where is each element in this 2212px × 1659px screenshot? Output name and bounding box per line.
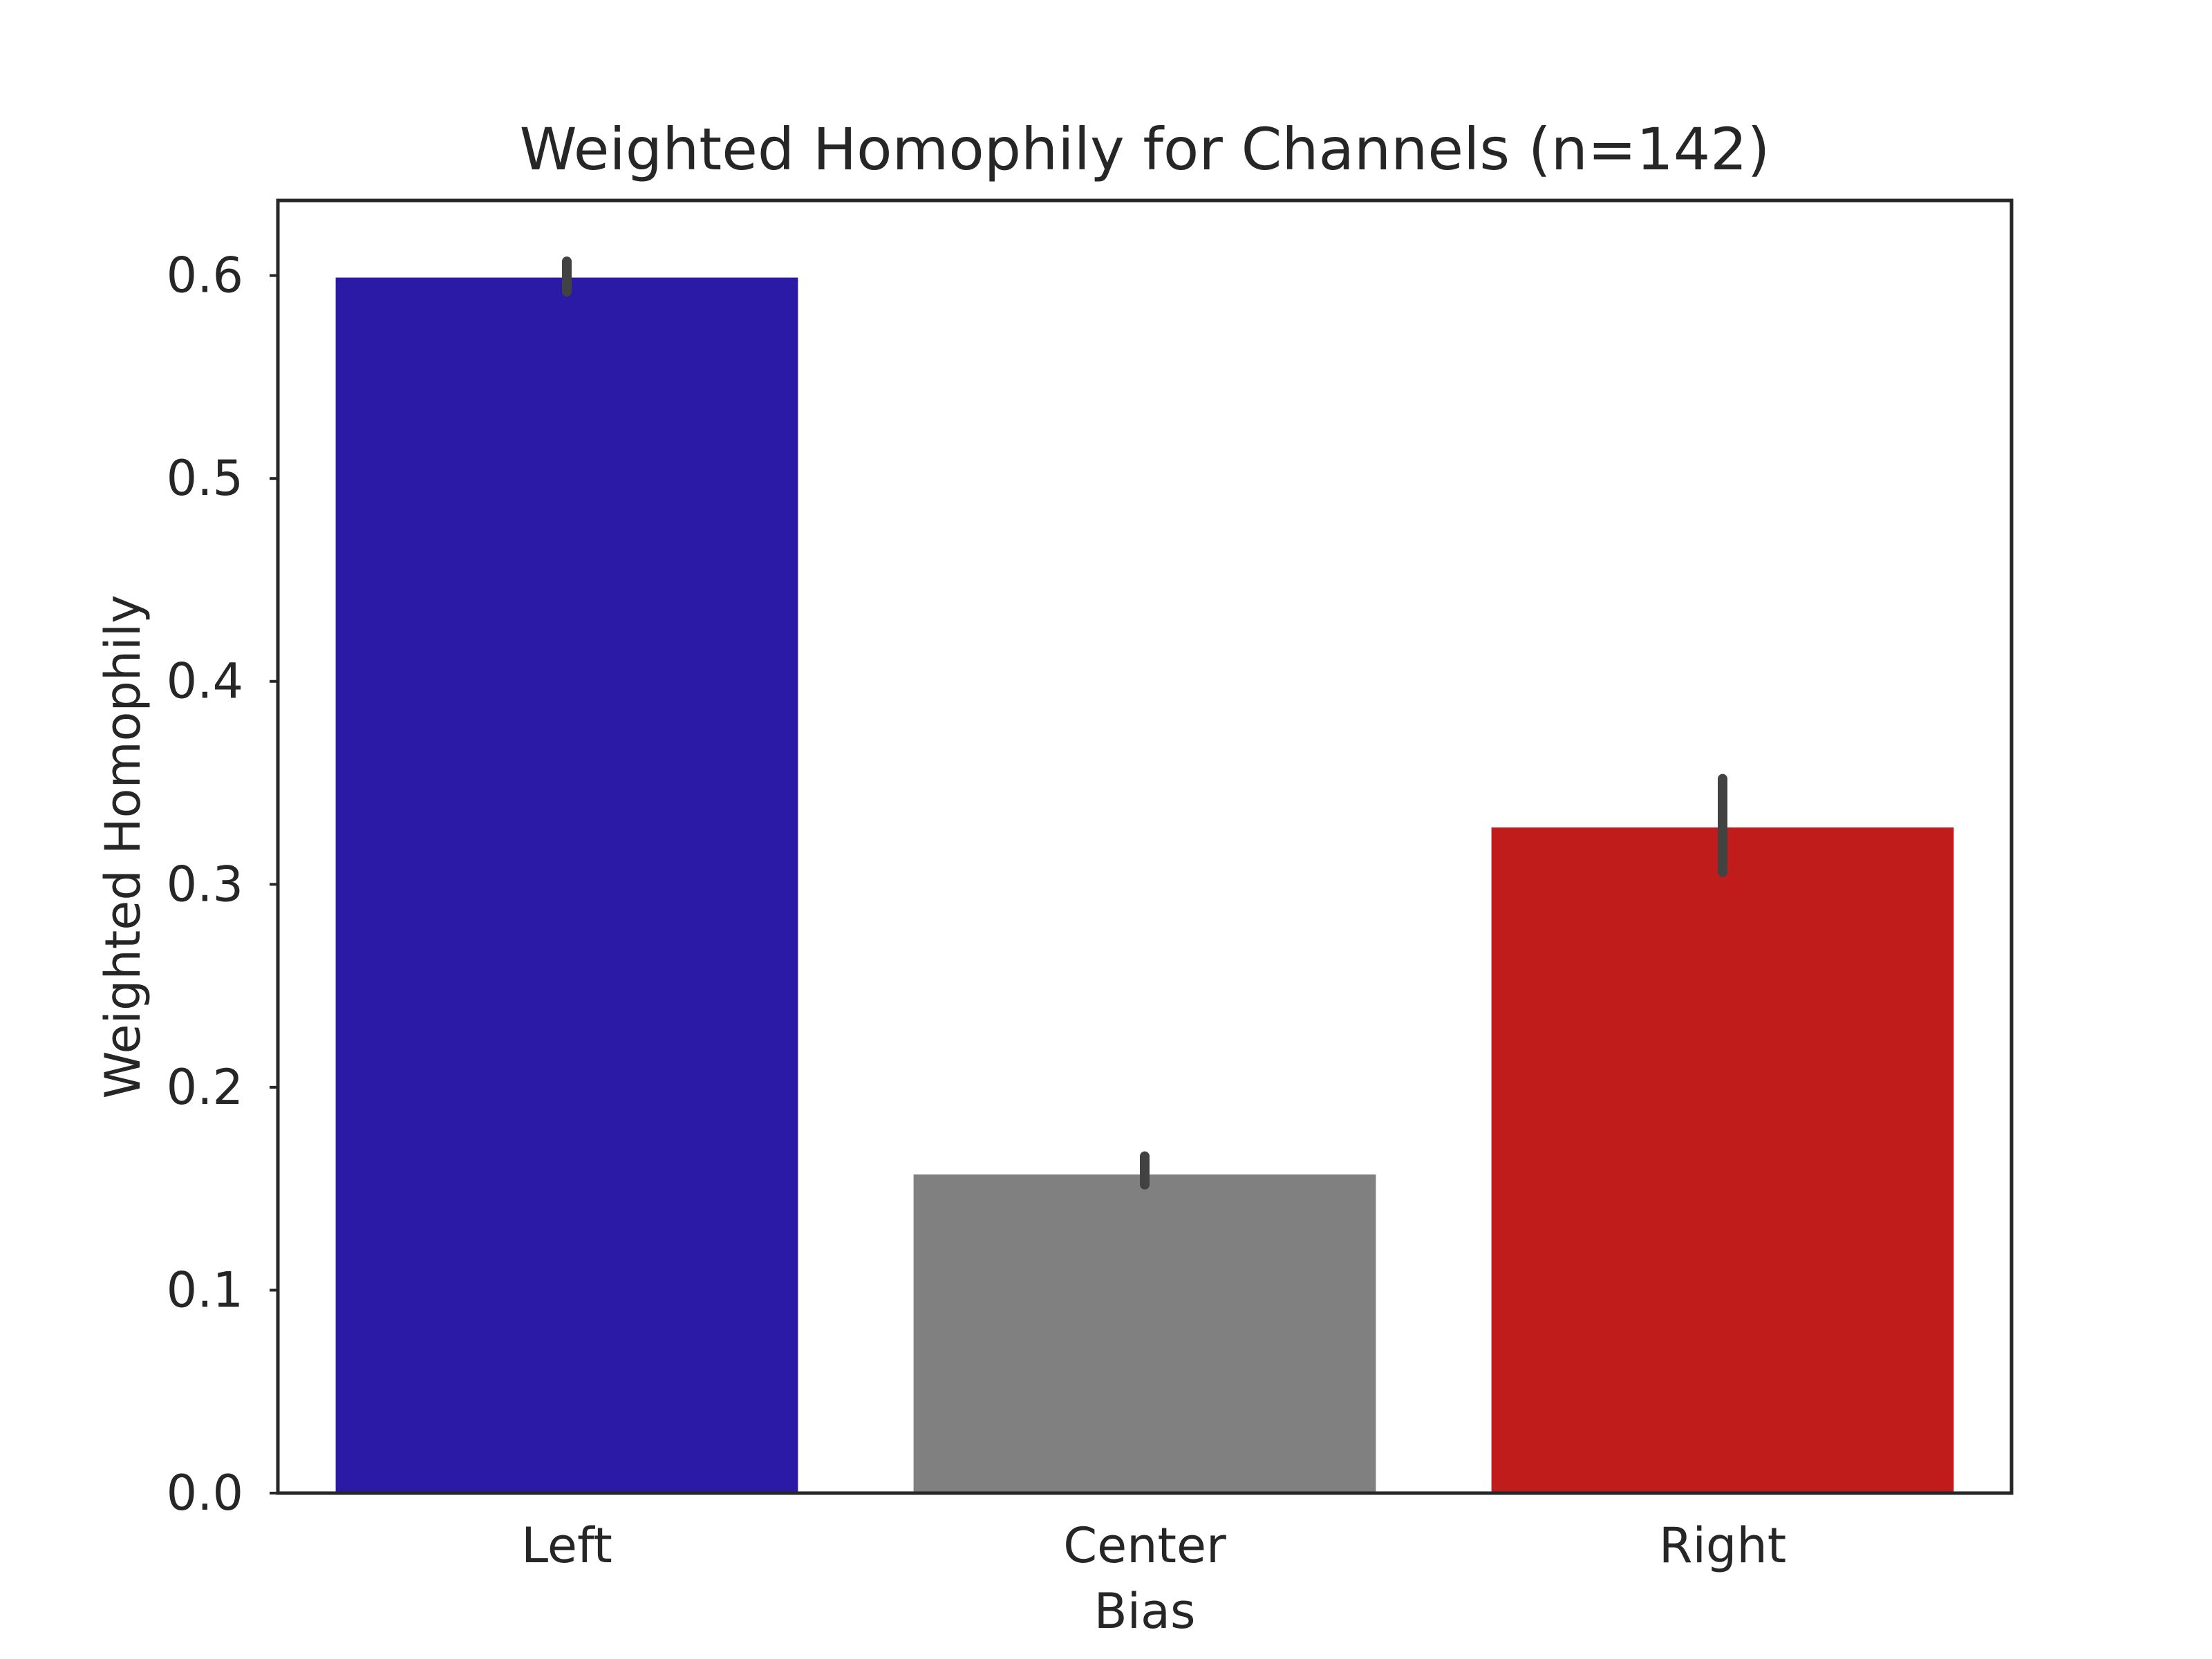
y-tick-label: 0.5 [167,450,243,507]
x-axis-label: Bias [1094,1583,1196,1640]
y-tick-label: 0.2 [167,1059,243,1116]
bar-right [1491,827,1954,1493]
plot-frame [276,198,2014,1495]
bar-left [335,277,798,1493]
y-tick-label: 0.1 [167,1262,243,1318]
y-tick-label: 0.0 [167,1465,243,1521]
x-tick-label: Center [1063,1517,1226,1574]
y-tick-label: 0.3 [167,856,243,912]
y-tick-label: 0.4 [167,653,243,710]
x-tick-label: Left [521,1517,612,1574]
y-tick-label: 0.6 [167,247,243,304]
bar-center [913,1174,1376,1493]
y-axis-label: Weighted Homophily [95,594,151,1098]
x-tick-label: Right [1659,1517,1786,1574]
bars-layer [335,277,1954,1493]
y-axis-ticks: 0.0 0.1 0.2 0.3 0.4 0.5 0.6 [167,247,278,1521]
error-bars-layer [562,256,1727,1190]
x-axis-ticks: Left Center Right [521,1517,1786,1574]
chart-title: Weighted Homophily for Channels (n=142) [520,115,1770,183]
